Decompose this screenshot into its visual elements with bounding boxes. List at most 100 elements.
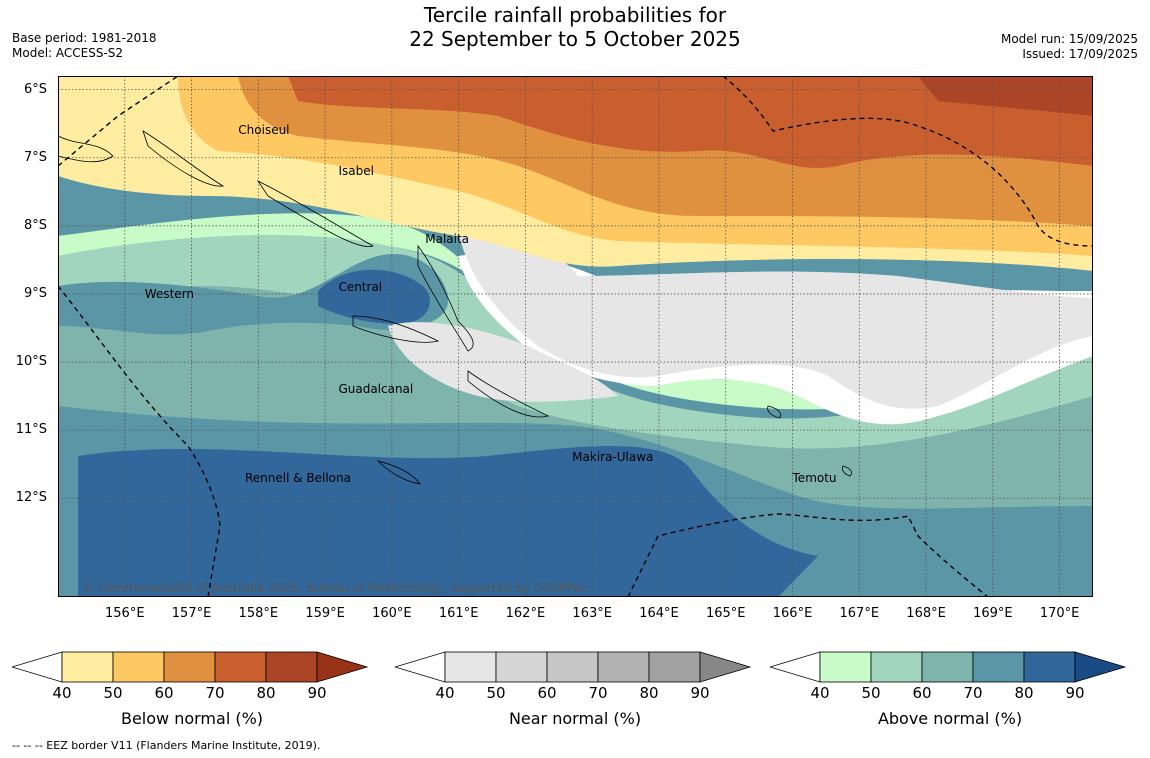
lon-tick-label: 166°E bbox=[772, 606, 813, 621]
malaita-outline bbox=[417, 244, 474, 352]
gridlines bbox=[58, 76, 1093, 597]
contour-above-60 bbox=[58, 279, 1093, 509]
colorbar-segment bbox=[163, 651, 216, 683]
colorbar-tick-label: 70 bbox=[588, 684, 608, 702]
lat-tick-label: 10°S bbox=[15, 354, 47, 370]
lat-tick-label: 9°S bbox=[23, 285, 47, 301]
colorbar-2 bbox=[770, 651, 1127, 683]
colorbar-segment bbox=[597, 651, 650, 683]
model-run: Model run: 15/09/2025 bbox=[1000, 32, 1138, 46]
contour-below-80 bbox=[918, 76, 1093, 116]
colorbar-arrow-low bbox=[770, 651, 821, 683]
colorbar-segment bbox=[495, 651, 548, 683]
colorbar-tick-label: 80 bbox=[256, 684, 276, 702]
colorbar-segment bbox=[112, 651, 165, 683]
eez-borders bbox=[58, 76, 1093, 597]
place-label: Rennell & Bellona bbox=[244, 470, 351, 485]
issued-date: Issued: 17/09/2025 bbox=[1022, 47, 1138, 61]
colorbar-tick-label: 50 bbox=[103, 684, 123, 702]
isabel-outline bbox=[256, 179, 374, 248]
colorbar-tick-label: 90 bbox=[307, 684, 327, 702]
colorbar-segment bbox=[61, 651, 114, 683]
lon-tick-label: 162°E bbox=[505, 606, 546, 621]
colorbar-1 bbox=[395, 651, 752, 683]
colorbar-segment bbox=[870, 651, 923, 683]
lon-tick-label: 168°E bbox=[906, 606, 946, 621]
lat-tick-label: 12°S bbox=[15, 490, 47, 506]
lat-tick-label: 6°S bbox=[23, 81, 47, 97]
lon-tick-label: 167°E bbox=[839, 606, 880, 621]
colorbar-tick-label: 90 bbox=[1065, 684, 1085, 702]
colorbar-tick-label: 90 bbox=[690, 684, 710, 702]
place-label: Isabel bbox=[338, 164, 374, 179]
bougainville-outline bbox=[58, 135, 114, 163]
model-name: Model: ACCESS-S2 bbox=[12, 46, 124, 60]
meta-right: Model run: 15/09/2025 Issued: 17/09/2025 bbox=[1001, 32, 1138, 62]
temotu-islet-outline bbox=[842, 465, 852, 477]
colorbar-tick-label: 40 bbox=[810, 684, 830, 702]
colorbar-title: Below normal (%) bbox=[120, 709, 264, 728]
eez-border-sw bbox=[58, 285, 221, 597]
probability-map bbox=[58, 76, 1093, 597]
colorbar-segment bbox=[214, 651, 267, 683]
colorbar-tick-label: 50 bbox=[861, 684, 881, 702]
colorbar-tick-label: 50 bbox=[486, 684, 506, 702]
map-title: Tercile rainfall probabilities for 22 Se… bbox=[0, 3, 1150, 51]
colorbar-0 bbox=[12, 651, 369, 683]
colorbar-segment bbox=[648, 651, 701, 683]
colorbar-arrow-low bbox=[395, 651, 446, 683]
lon-tick-label: 157°E bbox=[171, 606, 212, 621]
santa-cruz-outline bbox=[767, 405, 782, 419]
colorbar-arrow-high bbox=[699, 651, 752, 683]
lon-tick-label: 169°E bbox=[973, 606, 1013, 621]
place-label: Central bbox=[338, 280, 383, 295]
colorbar-title: Above normal (%) bbox=[877, 709, 1023, 728]
eez-border-se bbox=[627, 513, 989, 597]
base-period: Base period: 1981-2018 bbox=[12, 31, 157, 45]
colorbar-tick-label: 80 bbox=[639, 684, 659, 702]
lat-tick-label: 7°S bbox=[23, 149, 47, 165]
makira-outline bbox=[467, 370, 550, 418]
rennell-outline bbox=[376, 460, 421, 485]
contour-central-80 bbox=[318, 269, 430, 324]
lon-tick-label: 170°E bbox=[1039, 606, 1080, 621]
lon-tick-label: 158°E bbox=[238, 606, 279, 621]
colorbar-arrow-high bbox=[1074, 651, 1127, 683]
colorbar-segment bbox=[444, 651, 497, 683]
contour-above-80 bbox=[78, 446, 818, 597]
colorbar-tick-label: 80 bbox=[1014, 684, 1034, 702]
map-panel[interactable] bbox=[58, 76, 1093, 597]
title-line-1: Tercile rainfall probabilities for bbox=[423, 3, 727, 27]
place-label: Guadalcanal bbox=[338, 382, 414, 397]
contour-above-40 bbox=[58, 213, 1093, 410]
colorbar-segment bbox=[1023, 651, 1076, 683]
lon-tick-label: 165°E bbox=[705, 606, 746, 621]
coastlines bbox=[58, 130, 852, 485]
place-label: Malaita bbox=[425, 232, 470, 247]
lat-tick-label: 8°S bbox=[23, 217, 47, 233]
contour-neutral-50 bbox=[458, 230, 1093, 409]
colorbar-arrow-low bbox=[12, 651, 63, 683]
lat-tick-label: 11°S bbox=[15, 422, 47, 438]
lon-tick-label: 161°E bbox=[438, 606, 479, 621]
eez-footnote: -- -- -- EEZ border V11 (Flanders Marine… bbox=[12, 739, 321, 752]
title-line-2: 22 September to 5 October 2025 bbox=[409, 27, 741, 51]
lon-tick-label: 160°E bbox=[372, 606, 412, 621]
colorbar-tick-label: 40 bbox=[52, 684, 72, 702]
copyright-notice: © Commonwealth of Australia 2025, Bureau… bbox=[82, 581, 588, 595]
colorbar-title: Near normal (%) bbox=[508, 709, 642, 728]
lon-tick-label: 164°E bbox=[639, 606, 679, 621]
colorbar-segment bbox=[972, 651, 1025, 683]
colorbar-tick-label: 60 bbox=[154, 684, 174, 702]
colorbar-segment bbox=[546, 651, 599, 683]
colorbar-tick-label: 60 bbox=[537, 684, 557, 702]
guadalcanal-outline bbox=[352, 315, 440, 343]
colorbar-tick-label: 70 bbox=[963, 684, 983, 702]
colorbar-segment bbox=[819, 651, 872, 683]
colorbar-tick-label: 40 bbox=[435, 684, 455, 702]
map-frame bbox=[58, 76, 1093, 597]
colorbar-tick-label: 70 bbox=[205, 684, 225, 702]
colorbar-segment bbox=[265, 651, 318, 683]
place-label: Temotu bbox=[792, 470, 837, 485]
colorbar-arrow-high bbox=[316, 651, 369, 683]
